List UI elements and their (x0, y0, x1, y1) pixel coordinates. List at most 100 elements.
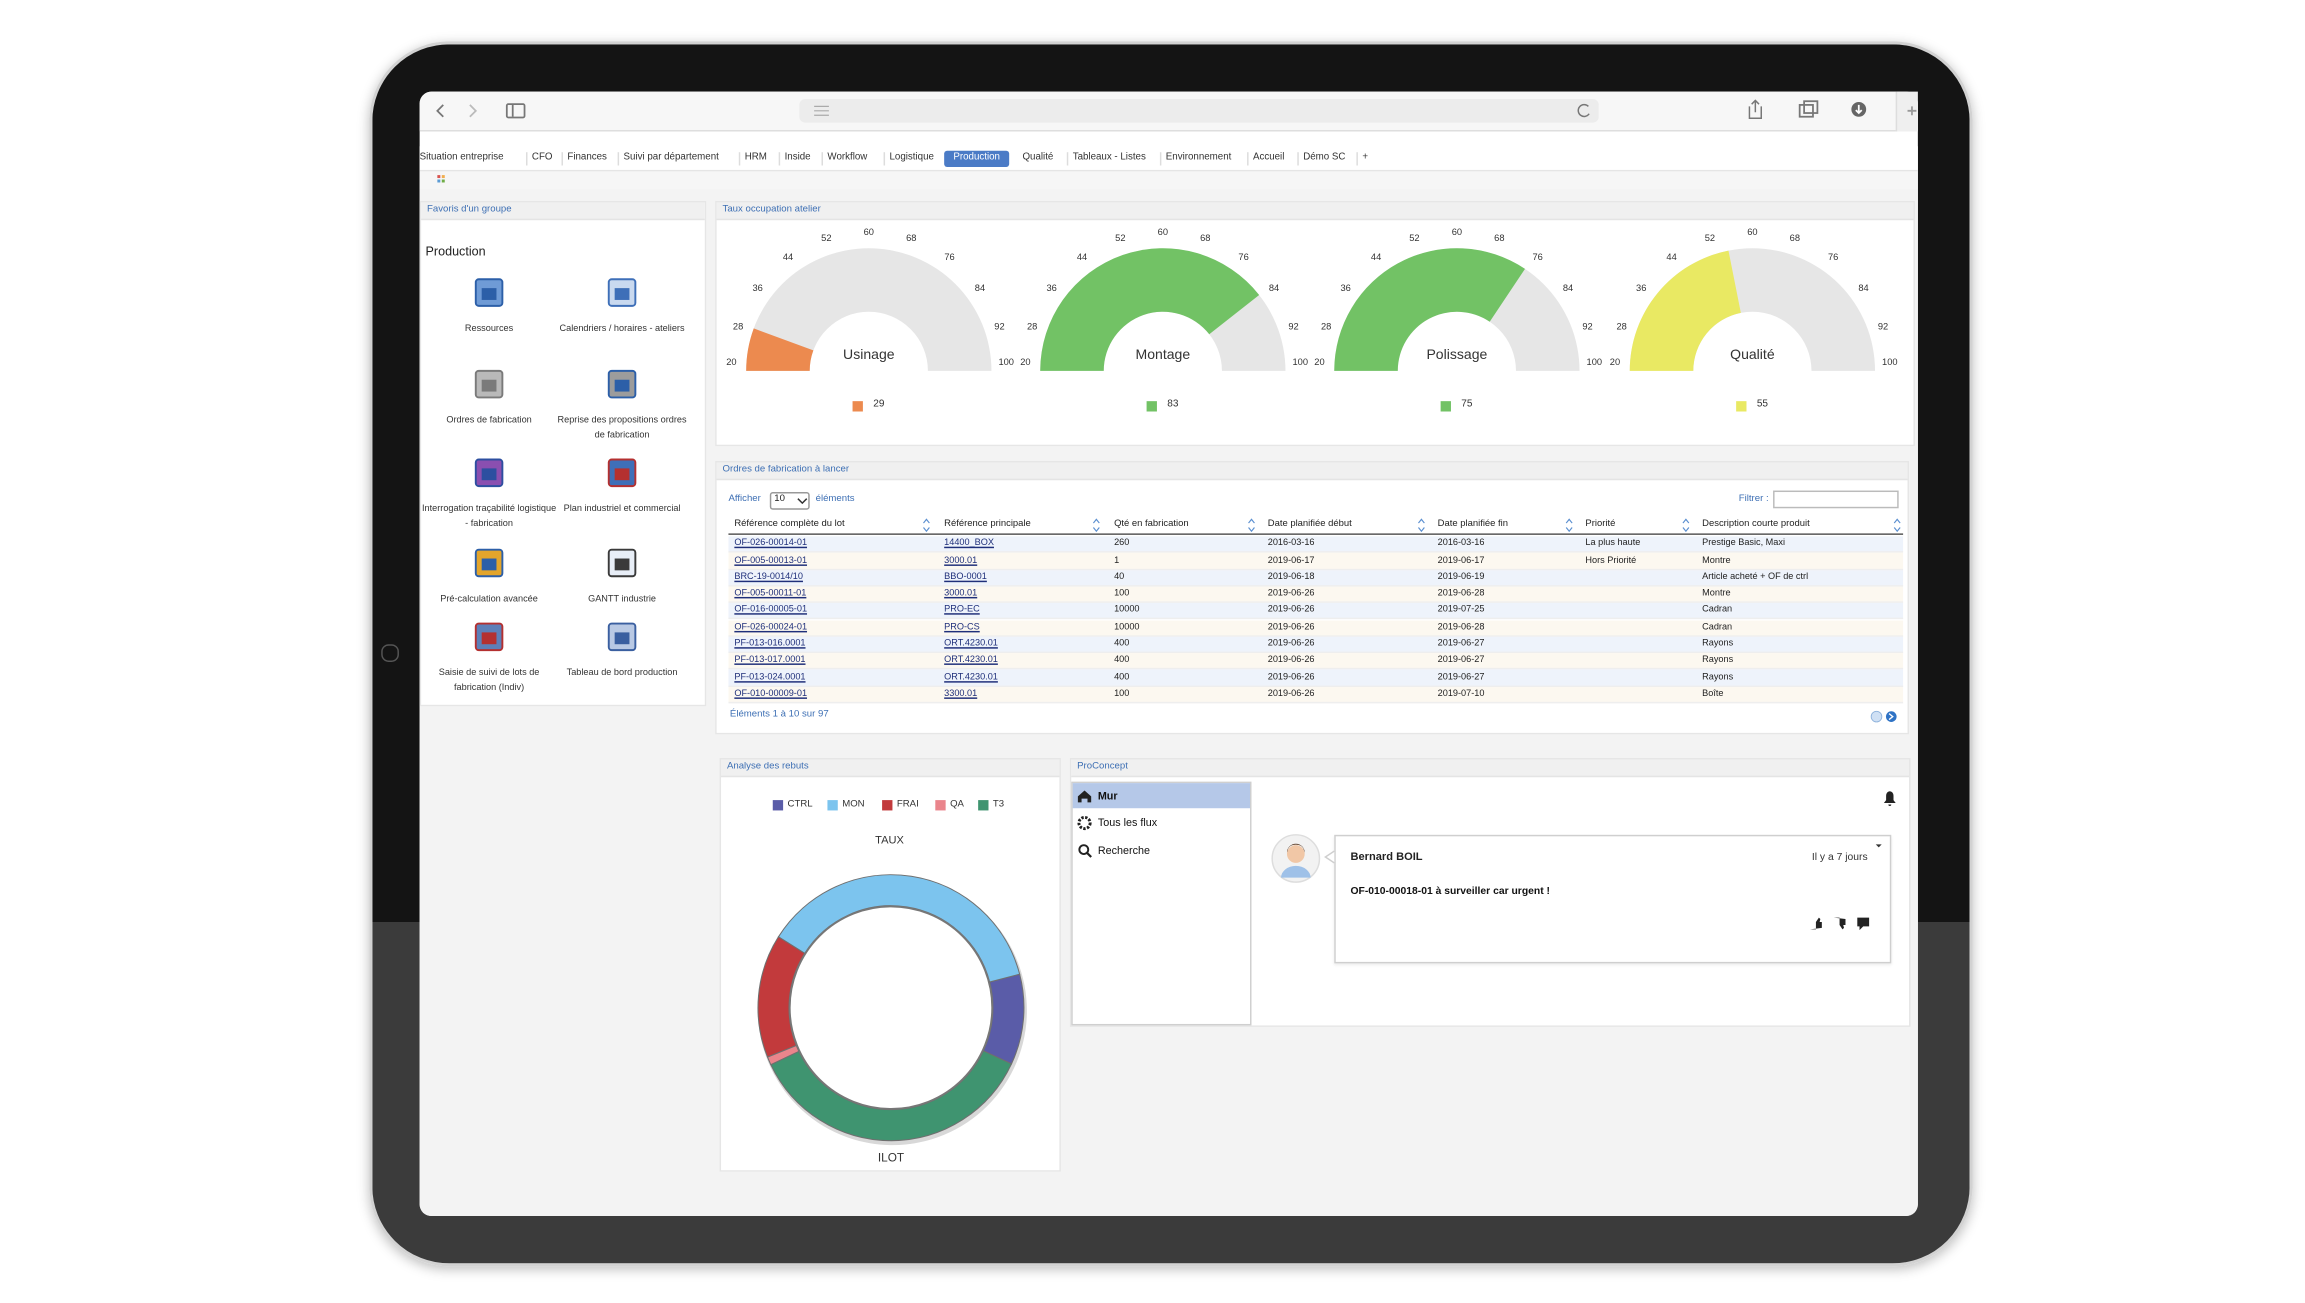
gauge-tick-label: 84 (1858, 283, 1869, 294)
table-cell: 2019-06-28 (1437, 621, 1485, 633)
table-cell: 100 (1114, 688, 1130, 699)
tab[interactable]: CFO (531, 152, 553, 164)
cell-link[interactable]: PF-013-017.0001 (734, 655, 806, 666)
tab[interactable]: Qualité (1022, 152, 1054, 164)
table-cell: Cadran (1702, 621, 1733, 633)
tab-subbar (419, 171, 1918, 190)
cell-link[interactable]: ORT.4230.01 (944, 671, 998, 683)
table-cell: Article acheté + OF de ctrl (1702, 571, 1809, 582)
favorite-item[interactable]: Ressources (464, 323, 514, 334)
favorite-item[interactable]: Pré-calculation avancée (440, 593, 538, 605)
table-cell: 100 (1114, 588, 1130, 599)
gauge-tick-label: 92 (1288, 321, 1299, 333)
tab[interactable]: Production (953, 152, 1000, 164)
gauge-tick-label: 52 (821, 233, 832, 244)
length-select[interactable] (769, 492, 810, 510)
tab[interactable]: Situation entreprise (419, 152, 504, 164)
tab[interactable]: Inside (784, 152, 811, 164)
column-header[interactable]: Date planifiée début (1267, 518, 1352, 529)
menu-item[interactable]: Tous les flux (1097, 815, 1158, 829)
tab[interactable]: Tableaux - Listes (1072, 152, 1146, 164)
table-cell: 400 (1114, 655, 1130, 666)
panel-title: ProConcept (1077, 761, 1128, 772)
cell-link[interactable]: OF-010-00009-01 (734, 688, 808, 699)
table-cell: Hors Priorité (1585, 554, 1637, 566)
tab[interactable]: Suivi par département (623, 152, 719, 164)
tab[interactable]: HRM (744, 152, 767, 164)
cell-link[interactable]: 3300.01 (944, 688, 978, 699)
tab[interactable]: Finances (567, 152, 607, 164)
gauge-tick-label: 20 (726, 356, 737, 368)
table-cell: Montre (1702, 588, 1731, 599)
menu-item[interactable]: Recherche (1097, 843, 1150, 857)
column-header[interactable]: Date planifiée fin (1437, 518, 1509, 529)
legend-value: 29 (873, 399, 885, 410)
table-cell: 2019-06-18 (1267, 571, 1315, 582)
cell-link[interactable]: OF-016-00005-01 (734, 604, 808, 616)
address-bar[interactable] (799, 98, 1599, 123)
gauge-tick-label: 28 (732, 321, 744, 333)
cell-link[interactable]: BBO-0001 (944, 571, 987, 582)
table-row (728, 586, 1904, 604)
cell-link[interactable]: 3000.01 (944, 588, 978, 599)
legend-label: QA (950, 799, 964, 810)
tab[interactable]: Environnement (1165, 152, 1232, 164)
gauge-label: Usinage (843, 346, 895, 364)
gauge-tick-label: 84 (1562, 283, 1574, 294)
tab-separator (738, 152, 741, 166)
table-cell: 2019-06-26 (1267, 621, 1315, 633)
column-header[interactable]: Description courte produit (1702, 518, 1810, 529)
active-tab[interactable] (944, 150, 1010, 167)
favorite-item[interactable]: Ordres de fabrication (446, 415, 532, 426)
cell-link[interactable]: PF-013-016.0001 (734, 638, 806, 649)
table-cell: La plus haute (1585, 538, 1641, 549)
gauge-tick-label: 100 (998, 356, 1014, 368)
tab[interactable]: + (1362, 152, 1369, 164)
favorite-item[interactable]: Interrogation traçabilité logistique - f… (421, 503, 557, 529)
favorite-item[interactable]: Reprise des propositions ordres de fabri… (557, 415, 687, 440)
gauge-tick-label: 36 (1636, 283, 1647, 294)
cell-link[interactable]: PF-013-024.0001 (734, 671, 806, 683)
header-rule (728, 533, 1904, 535)
gauge-tick-label: 68 (906, 233, 917, 244)
cell-link[interactable]: PRO-CS (944, 621, 980, 633)
cell-link[interactable]: PRO-EC (944, 604, 980, 616)
favorite-item[interactable]: Saisie de suivi de lots de fabrication (… (438, 667, 540, 693)
cell-link[interactable]: ORT.4230.01 (944, 638, 998, 649)
filter-input[interactable] (1773, 490, 1899, 509)
cell-link[interactable]: OF-005-00011-01 (734, 588, 807, 599)
column-header[interactable]: Priorité (1585, 518, 1616, 529)
table-cell: 2016-03-16 (1267, 538, 1315, 549)
column-header[interactable]: Référence complète du lot (734, 518, 845, 529)
menu-item[interactable]: Mur (1097, 788, 1118, 803)
cell-link[interactable]: OF-026-00024-01 (734, 621, 808, 633)
column-header[interactable]: Qté en fabrication (1114, 518, 1189, 529)
column-header[interactable]: Référence principale (944, 518, 1031, 529)
gauge-tick-label: 68 (1494, 233, 1505, 244)
tab-separator (1066, 152, 1069, 166)
cell-link[interactable]: OF-005-00013-01 (734, 554, 808, 566)
favorite-item[interactable]: GANTT industrie (588, 593, 657, 605)
favorite-item[interactable]: Tableau de bord production (566, 667, 678, 679)
gauge-label: Montage (1135, 346, 1191, 364)
panel-header (421, 202, 705, 221)
gauge-tick-label: 68 (1200, 233, 1211, 244)
gauge-tick-label: 100 (1292, 356, 1309, 368)
tab[interactable]: Logistique (889, 152, 934, 164)
tab[interactable]: Accueil (1252, 152, 1285, 164)
favorite-item[interactable]: Calendriers / horaires - ateliers (559, 323, 685, 334)
gauge-tick-label: 60 (1451, 226, 1463, 238)
legend-value: 83 (1167, 399, 1179, 410)
favorite-item[interactable]: Plan industriel et commercial (563, 503, 681, 515)
cell-link[interactable]: 14400_BOX (944, 538, 994, 549)
legend-label: CTRL (787, 799, 813, 810)
cell-link[interactable]: OF-026-00014-01 (734, 538, 808, 549)
gauge-tick-label: 84 (974, 283, 986, 294)
legend-label: T3 (992, 799, 1005, 810)
tab[interactable]: Démo SC (1303, 152, 1346, 164)
cell-link[interactable]: ORT.4230.01 (944, 655, 998, 666)
cell-link[interactable]: 3000.01 (944, 554, 978, 566)
tab[interactable]: Workflow (827, 152, 868, 164)
table-cell: 10000 (1114, 604, 1140, 616)
cell-link[interactable]: BRC-19-0014/10 (734, 571, 803, 582)
